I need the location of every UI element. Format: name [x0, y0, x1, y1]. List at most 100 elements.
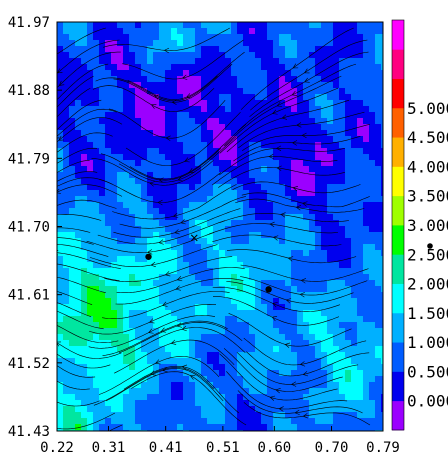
streamline	[103, 27, 230, 51]
field-cell	[165, 208, 172, 215]
field-cell	[291, 154, 298, 161]
field-cell	[147, 280, 154, 287]
field-cell	[75, 316, 82, 323]
field-cell	[231, 382, 238, 389]
field-cell	[99, 292, 106, 299]
field-cell	[189, 40, 196, 47]
x-tick-label: 0.70	[315, 440, 349, 456]
field-cell	[123, 100, 130, 107]
field-cell	[273, 424, 280, 431]
field-cell	[207, 412, 214, 419]
field-cell	[255, 424, 262, 431]
field-cell	[303, 208, 310, 215]
streamline-arrow	[148, 318, 155, 324]
field-cell	[57, 388, 64, 395]
field-cell	[357, 424, 364, 431]
streamline-arrow	[160, 327, 167, 333]
field-cell	[165, 46, 172, 53]
streamline-arrow	[285, 298, 292, 304]
field-cell	[309, 382, 316, 389]
field-cell	[363, 178, 370, 185]
field-cell	[381, 322, 383, 329]
field-cell	[57, 220, 64, 227]
field-cell	[171, 208, 178, 215]
field-cell	[255, 190, 262, 197]
field-cell	[153, 100, 160, 107]
field-cell	[375, 370, 382, 377]
field-cell	[63, 136, 70, 143]
field-cell	[141, 304, 148, 311]
field-cell	[381, 22, 383, 29]
field-cell	[195, 316, 202, 323]
field-cell	[141, 190, 148, 197]
field-cell	[201, 178, 208, 185]
field-cell	[255, 334, 262, 341]
field-cell	[345, 202, 352, 209]
field-cell	[369, 52, 376, 59]
field-cell	[249, 208, 256, 215]
field-cell	[321, 370, 328, 377]
field-cell	[135, 106, 142, 113]
field-cell	[315, 196, 322, 203]
field-cell	[381, 412, 383, 419]
field-cell	[183, 280, 190, 287]
field-cell	[81, 22, 88, 29]
field-cell	[255, 376, 262, 383]
field-cell	[117, 346, 124, 353]
field-cell	[117, 148, 124, 155]
field-cell	[195, 322, 202, 329]
field-cell	[117, 244, 124, 251]
field-cell	[93, 418, 100, 425]
field-cell	[129, 268, 136, 275]
field-cell	[363, 112, 370, 119]
field-cell	[63, 142, 70, 149]
field-cell	[243, 274, 250, 281]
field-cell	[105, 34, 112, 41]
field-cell	[297, 136, 304, 143]
field-cell	[237, 328, 244, 335]
field-cell	[279, 316, 286, 323]
field-cell	[141, 400, 148, 407]
field-cell	[303, 184, 310, 191]
field-cell	[381, 46, 383, 53]
field-cell	[243, 124, 250, 131]
field-cell	[75, 112, 82, 119]
field-cell	[153, 424, 160, 431]
field-cell	[105, 250, 112, 257]
field-cell	[207, 178, 214, 185]
field-cell	[159, 220, 166, 227]
field-cell	[219, 424, 226, 431]
field-cell	[117, 322, 124, 329]
field-cell	[231, 256, 238, 263]
field-cell	[207, 304, 214, 311]
field-cell	[363, 22, 370, 29]
field-cell	[231, 388, 238, 395]
field-cell	[195, 226, 202, 233]
field-cell	[345, 298, 352, 305]
field-cell	[285, 82, 292, 89]
field-cell	[57, 52, 64, 59]
field-cell	[297, 40, 304, 47]
field-cell	[297, 364, 304, 371]
field-cell	[123, 304, 130, 311]
field-cell	[81, 214, 88, 221]
field-cell	[75, 424, 82, 431]
streamline-arrow	[57, 133, 60, 139]
field-cell	[219, 238, 226, 245]
streamline	[100, 148, 222, 181]
field-cell	[291, 28, 298, 35]
field-cell	[81, 346, 88, 353]
field-cell	[243, 352, 250, 359]
field-cell	[201, 184, 208, 191]
field-cell	[195, 46, 202, 53]
field-cell	[261, 40, 268, 47]
field-cell	[87, 226, 94, 233]
field-cell	[69, 352, 76, 359]
streamline-arrow	[176, 276, 183, 282]
field-cell	[291, 238, 298, 245]
field-cell	[351, 148, 358, 155]
field-cell	[375, 160, 382, 167]
field-cell	[141, 424, 148, 431]
field-cell	[57, 142, 64, 149]
field-cell	[165, 58, 172, 65]
